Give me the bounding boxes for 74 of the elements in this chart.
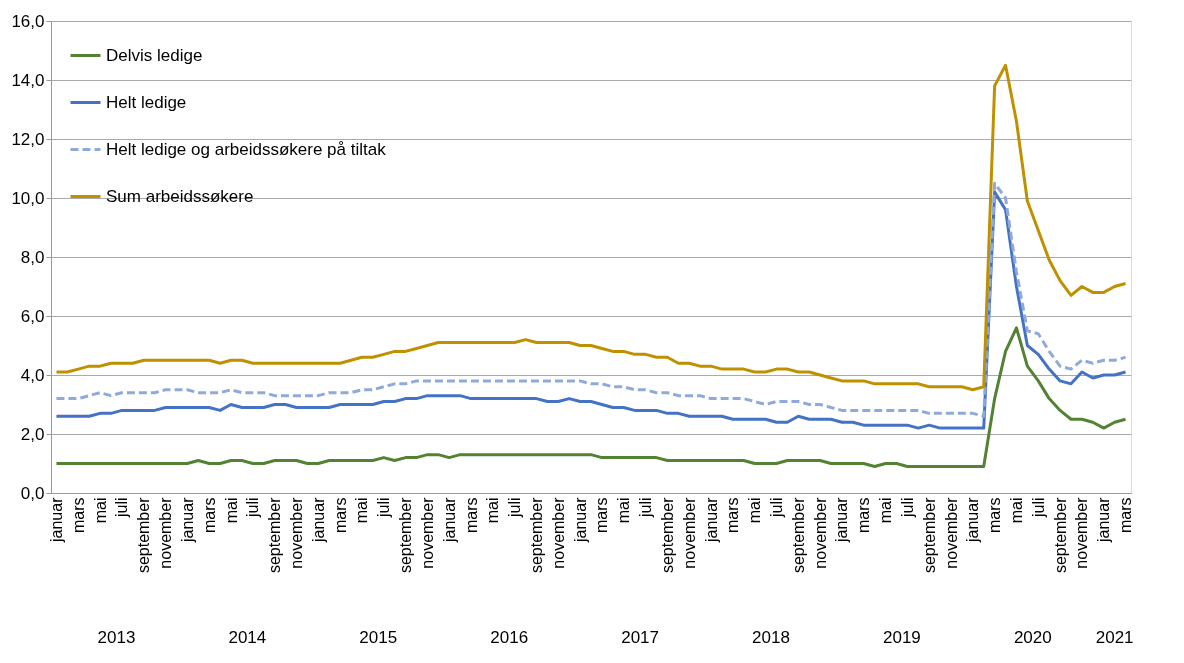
line-series	[54, 63, 1128, 392]
y-tick-label: 2,0	[20, 424, 45, 444]
x-tick-label: januar	[1095, 496, 1113, 543]
x-tick-label: mars	[593, 497, 611, 534]
legend-label: Helt ledige	[106, 92, 187, 112]
x-tick-label: mai	[615, 497, 633, 524]
x-tick-label: september	[135, 496, 153, 574]
legend-label: Sum arbeidssøkere	[106, 186, 254, 206]
x-tick-label: mai	[1007, 497, 1025, 524]
text: 2018	[752, 628, 790, 647]
legend-label: Delvis ledige	[106, 45, 203, 65]
y-tick-label: 10,0	[11, 188, 45, 208]
x-tick-label: mars	[724, 497, 742, 534]
x-tick-label: november	[287, 496, 305, 569]
x-tick-label: november	[157, 496, 175, 569]
x-tick-label: september	[920, 496, 938, 574]
x-tick-label: september	[1051, 496, 1069, 574]
x-tick-label: november	[549, 496, 567, 569]
x-tick-label: juli	[637, 497, 655, 519]
x-tick-label: mai	[484, 497, 502, 524]
x-tick-label: mai	[746, 497, 764, 524]
y-tick-label: 14,0	[11, 70, 45, 90]
x-tick-label: november	[680, 496, 698, 569]
x-tick-label: juli	[898, 497, 916, 519]
x-tick-label: mars	[69, 497, 87, 534]
y-tick-label: 8,0	[20, 247, 45, 267]
x-tick-label: januar	[571, 496, 589, 543]
x-tick-label: september	[266, 496, 284, 574]
x-tick-label: juli	[375, 497, 393, 519]
x-tick-label: november	[942, 496, 960, 569]
x-tick-label: januar	[964, 496, 982, 543]
x-tick-label: mai	[353, 497, 371, 524]
x-tick-label: januar	[309, 496, 327, 543]
x-tick-label: mai	[877, 497, 895, 524]
x-tick-label: mai	[91, 497, 109, 524]
x-tick-label: januar	[440, 496, 458, 543]
x-tick-label: september	[397, 496, 415, 574]
x-tick-label: mars	[462, 497, 480, 534]
y-tick-label: 12,0	[11, 129, 45, 149]
x-tick-label: september	[658, 496, 676, 574]
line-series	[54, 326, 1128, 468]
x-tick-label: juli	[506, 497, 524, 519]
y-tick-label: 16,0	[11, 11, 45, 31]
x-tick-label: januar	[178, 496, 196, 543]
x-tick-label: mars	[855, 497, 873, 534]
text: 2021	[1095, 628, 1134, 647]
text: 2013	[97, 628, 136, 647]
x-tick-label: november	[418, 496, 436, 569]
x-tick-label: november	[1073, 496, 1091, 569]
x-tick-label: januar	[702, 496, 720, 543]
y-tick-label: 0,0	[20, 483, 45, 503]
y-tick-label: 6,0	[20, 306, 45, 326]
y-tick-label: 4,0	[20, 365, 45, 385]
x-tick-label: juli	[244, 497, 262, 519]
x-tick-label: september	[527, 496, 545, 574]
legend-label: Helt ledige og arbeidssøkere på tiltak	[106, 139, 387, 159]
text: 2019	[883, 628, 921, 647]
text: 2015	[359, 628, 398, 647]
x-tick-label: mai	[222, 497, 240, 524]
x-tick-label: mars	[331, 497, 349, 534]
x-tick-label: juli	[113, 497, 131, 519]
x-tick-label: mars	[200, 497, 218, 534]
x-tick-label: juli	[1029, 497, 1047, 519]
text: 2020	[1013, 628, 1052, 647]
text: 2017	[621, 628, 659, 647]
text: 2016	[490, 628, 529, 647]
x-tick-label: mars	[1117, 497, 1135, 534]
x-tick-label: november	[811, 496, 829, 569]
x-tick-label: september	[789, 496, 807, 574]
x-tick-label: januar	[833, 496, 851, 543]
x-tick-label: januar	[47, 496, 65, 543]
x-tick-label: mars	[986, 497, 1004, 534]
x-tick-label: juli	[767, 497, 785, 519]
text: 2014	[228, 628, 267, 647]
